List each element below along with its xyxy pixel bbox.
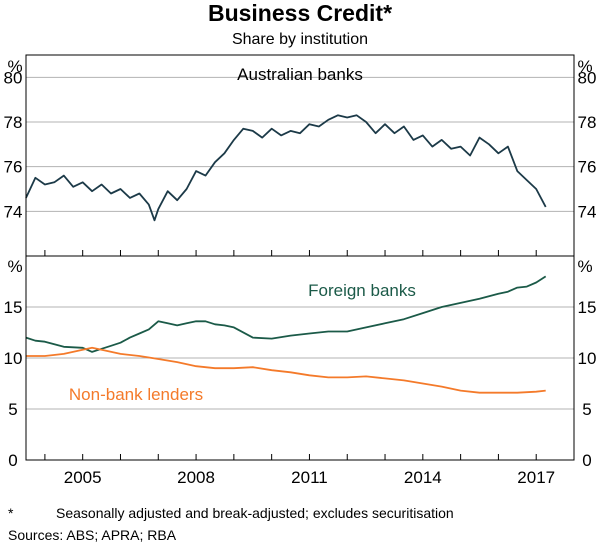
top-panel-gridlines [26,76,574,212]
top-right-tick-label: 80 [578,68,597,87]
x-tick-label: 2014 [404,468,442,487]
top-left-tick-label: 76 [4,158,23,177]
x-tick-label: 2011 [291,468,328,487]
australian-banks-annotation: Australian banks [237,65,363,84]
bottom-right-tick-label: 10 [578,349,597,368]
top-left-tick-label: 78 [4,113,23,132]
non-bank-lenders-line [26,346,546,394]
bottom-left-tick-label: 15 [4,298,23,317]
bottom-left-tick-label: 0 [8,451,17,470]
top-right-tick-label: 78 [578,113,597,132]
foreign-banks-annotation: Foreign banks [308,281,416,300]
top-right-tick-label: 74 [578,202,597,221]
bottom-panel-gridlines [26,306,574,461]
bottom-left-tick-label: 5 [8,400,17,419]
top-left-tick-label: 80 [4,68,23,87]
top-left-tick-label: 74 [4,202,23,221]
top-left-unit-label: % [7,57,22,76]
chart-title: Business Credit* [207,0,393,26]
bottom-panel-series [25,275,547,394]
top-right-tick-label: 76 [578,158,597,177]
footnote-marker: * [8,505,14,521]
top-panel-series [25,114,547,222]
top-right-unit-label: % [577,57,592,76]
panel-frames [25,54,575,461]
bottom-right-tick-label: 5 [582,400,591,419]
x-tick-label: 2005 [64,468,102,487]
bottom-right-tick-label: 15 [578,298,597,317]
australian-banks-line [25,114,547,222]
bottom-left-tick-label: 10 [4,349,23,368]
footnote: * Seasonally adjusted and break-adjusted;… [8,505,454,521]
chart-frame [25,54,575,461]
bottom-right-unit-label: % [577,257,592,276]
bottom-left-unit-label: % [7,257,22,276]
axis-labels: 74 74 76 76 78 78 80 80 0 0 5 5 10 10 15 15 2005 2008 2011… [4,68,597,487]
foreign-banks-line [25,275,547,353]
bottom-right-tick-label: 0 [582,451,591,470]
chart-subtitle: Share by institution [231,31,369,48]
x-tick-label: 2008 [177,468,215,487]
non-bank-lenders-annotation: Non-bank lenders [69,385,203,404]
footnote-text: Seasonally adjusted and break-adjusted; … [56,505,454,521]
x-tick-label: 2017 [517,468,555,487]
sources-note: Sources: ABS; APRA; RBA [8,527,177,543]
axis-ticks [44,250,575,460]
